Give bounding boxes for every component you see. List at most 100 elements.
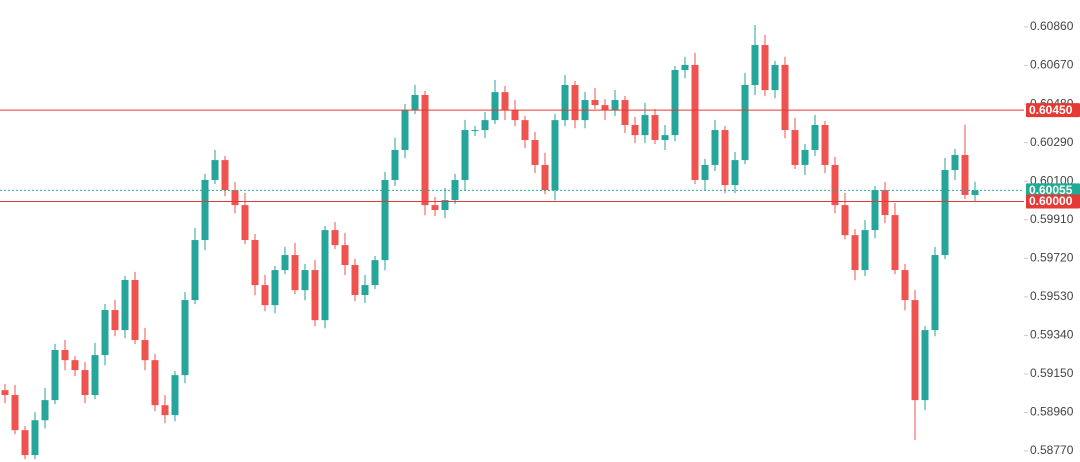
candle-body bbox=[881, 190, 889, 216]
price-label-box bbox=[1026, 194, 1080, 209]
candle-body bbox=[621, 100, 629, 125]
candle-body bbox=[101, 310, 109, 356]
candle-body bbox=[331, 230, 339, 246]
candle-body bbox=[441, 200, 449, 210]
candle-body bbox=[941, 170, 949, 256]
candle-body bbox=[1, 390, 9, 396]
candle-body bbox=[891, 215, 899, 271]
candle-body bbox=[401, 109, 409, 150]
candle-body bbox=[91, 355, 99, 396]
y-tick-label: 0.58770 bbox=[1030, 443, 1074, 457]
candle-body bbox=[161, 405, 169, 416]
price-label: 0.60000 bbox=[1029, 194, 1073, 208]
y-tick-label: 0.60290 bbox=[1030, 135, 1074, 149]
candle-body bbox=[681, 64, 689, 70]
candle-body bbox=[41, 400, 49, 421]
candle-body bbox=[241, 205, 249, 241]
candle-body bbox=[731, 160, 739, 186]
candle-body bbox=[221, 160, 229, 191]
candle-body bbox=[931, 255, 939, 331]
candle-body bbox=[611, 100, 619, 110]
candle-body bbox=[131, 280, 139, 341]
y-tick-label: 0.60860 bbox=[1030, 19, 1074, 33]
candle-body bbox=[191, 240, 199, 301]
candle-body bbox=[141, 340, 149, 361]
candle-body bbox=[351, 264, 359, 296]
candle-body bbox=[781, 64, 789, 131]
candle-body bbox=[771, 64, 779, 91]
y-tick-label: 0.60670 bbox=[1030, 58, 1074, 72]
candle-body bbox=[121, 280, 129, 331]
candle-body bbox=[571, 85, 579, 121]
candle-body bbox=[551, 120, 559, 191]
candle-body bbox=[871, 190, 879, 231]
price-label-box bbox=[1026, 183, 1080, 198]
candle-body bbox=[431, 205, 439, 210]
candle-body bbox=[471, 130, 479, 132]
price-label: 0.60055 bbox=[1029, 183, 1073, 197]
candle-body bbox=[11, 395, 19, 431]
candle-body bbox=[511, 109, 519, 121]
candle-body bbox=[561, 85, 569, 121]
y-tick-label: 0.59530 bbox=[1030, 289, 1074, 303]
candle-body bbox=[381, 179, 389, 261]
candle-body bbox=[501, 92, 509, 110]
candle-body bbox=[531, 140, 539, 165]
candle-body bbox=[761, 45, 769, 91]
candle-body bbox=[271, 270, 279, 306]
candle-body bbox=[671, 70, 679, 136]
candle-body bbox=[181, 300, 189, 376]
candle-body bbox=[701, 164, 709, 180]
candle-body bbox=[481, 120, 489, 131]
candle-body bbox=[61, 350, 69, 361]
candle-body bbox=[851, 235, 859, 271]
candle-body bbox=[341, 245, 349, 265]
candle-body bbox=[411, 94, 419, 110]
y-tick-label: 0.59910 bbox=[1030, 212, 1074, 226]
candle-body bbox=[811, 124, 819, 150]
candle-body bbox=[281, 255, 289, 271]
candle-body bbox=[451, 179, 459, 201]
candle-body bbox=[631, 124, 639, 136]
price-label: 0.60450 bbox=[1029, 103, 1073, 117]
candle-body bbox=[971, 190, 979, 195]
candle-body bbox=[311, 270, 319, 321]
candle-body bbox=[841, 205, 849, 236]
candle-body bbox=[711, 130, 719, 165]
candle-body bbox=[371, 260, 379, 286]
candle-body bbox=[201, 179, 209, 241]
candle-body bbox=[911, 300, 919, 401]
candle-body bbox=[301, 270, 309, 291]
candle-body bbox=[961, 155, 969, 195]
candle-body bbox=[261, 285, 269, 306]
candle-body bbox=[541, 164, 549, 191]
candle-body bbox=[861, 230, 869, 271]
candle-body bbox=[21, 430, 29, 456]
y-tick-label: 0.59150 bbox=[1030, 366, 1074, 380]
candle-body bbox=[821, 124, 829, 165]
candle-body bbox=[81, 370, 89, 396]
candle-body bbox=[691, 64, 699, 180]
candle-body bbox=[651, 115, 659, 140]
candle-body bbox=[321, 230, 329, 321]
candle-body bbox=[171, 375, 179, 416]
y-tick-label: 0.59340 bbox=[1030, 328, 1074, 342]
price-label-box bbox=[1026, 103, 1080, 118]
candle-body bbox=[361, 285, 369, 296]
candle-body bbox=[641, 115, 649, 136]
candle-body bbox=[591, 100, 599, 106]
y-tick-label: 0.59720 bbox=[1030, 250, 1074, 264]
candle-body bbox=[921, 330, 929, 401]
candle-body bbox=[791, 130, 799, 165]
candle-body bbox=[601, 105, 609, 110]
candle-body bbox=[461, 130, 469, 180]
candle-body bbox=[751, 45, 759, 86]
candle-body bbox=[151, 360, 159, 406]
candle-body bbox=[951, 155, 959, 171]
candle-body bbox=[111, 310, 119, 331]
candle-body bbox=[901, 270, 909, 301]
candle-body bbox=[251, 240, 259, 286]
candle-body bbox=[721, 130, 729, 186]
candle-body bbox=[491, 92, 499, 121]
